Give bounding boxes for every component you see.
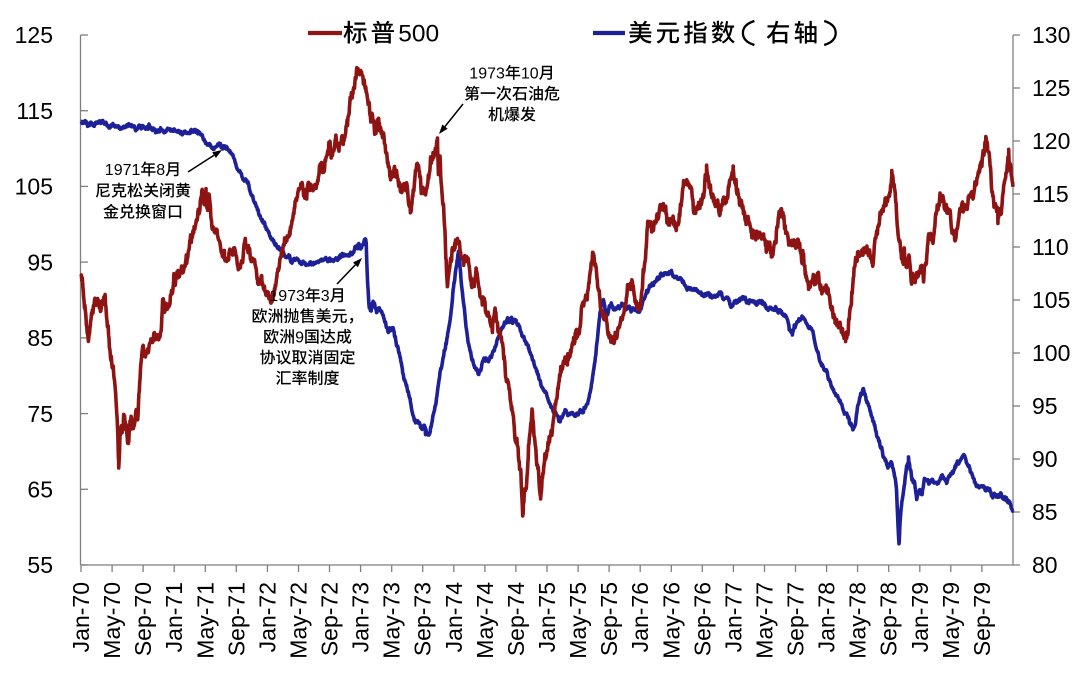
svg-text:May-79: May-79 (938, 582, 964, 659)
svg-text:115: 115 (16, 98, 53, 124)
svg-text:Sep-79: Sep-79 (969, 582, 995, 656)
svg-text:85: 85 (27, 325, 53, 351)
svg-text:95: 95 (27, 249, 53, 275)
svg-text:Jan-78: Jan-78 (814, 582, 840, 652)
svg-text:May-75: May-75 (565, 582, 591, 659)
svg-text:125: 125 (15, 22, 53, 48)
svg-text:55: 55 (27, 552, 53, 578)
svg-text:Jan-73: Jan-73 (348, 582, 374, 652)
svg-text:500: 500 (398, 21, 439, 48)
svg-text:125: 125 (1032, 75, 1070, 101)
svg-text:100: 100 (1032, 340, 1070, 366)
svg-text:65: 65 (27, 477, 53, 503)
svg-text:3: 3 (321, 288, 330, 305)
svg-text:9: 9 (295, 329, 304, 346)
svg-text:120: 120 (1032, 128, 1070, 154)
svg-text:10: 10 (521, 66, 539, 83)
svg-text:105: 105 (1032, 287, 1070, 313)
svg-text:75: 75 (27, 401, 53, 427)
svg-text:Jan-76: Jan-76 (627, 582, 653, 652)
svg-text:May-74: May-74 (472, 582, 498, 659)
svg-text:Sep-74: Sep-74 (503, 582, 529, 656)
svg-text:95: 95 (1032, 393, 1058, 419)
svg-text:Sep-73: Sep-73 (410, 582, 436, 656)
svg-text:85: 85 (1032, 499, 1058, 525)
svg-text:1973: 1973 (269, 288, 305, 305)
svg-text:May-77: May-77 (752, 582, 778, 659)
svg-text:May-71: May-71 (192, 582, 218, 659)
svg-text:Jan-71: Jan-71 (161, 582, 187, 652)
svg-text:Sep-71: Sep-71 (223, 582, 249, 656)
svg-text:1973: 1973 (469, 66, 505, 83)
svg-text:May-72: May-72 (286, 582, 312, 659)
svg-text:90: 90 (1032, 446, 1058, 472)
svg-text:May-73: May-73 (379, 582, 405, 659)
svg-text:110: 110 (1032, 234, 1069, 260)
svg-text:May-78: May-78 (845, 582, 871, 659)
svg-text:115: 115 (1032, 181, 1069, 207)
svg-text:Jan-75: Jan-75 (534, 582, 560, 652)
svg-text:May-76: May-76 (658, 582, 684, 659)
svg-text:Sep-72: Sep-72 (317, 582, 343, 656)
svg-text:Sep-75: Sep-75 (596, 582, 622, 656)
svg-text:8: 8 (156, 162, 165, 179)
svg-text:Sep-78: Sep-78 (876, 582, 902, 656)
svg-text:Jan-70: Jan-70 (68, 582, 94, 652)
svg-text:Sep-77: Sep-77 (783, 582, 809, 656)
svg-text:Jan-72: Jan-72 (254, 582, 280, 652)
svg-text:1971: 1971 (105, 162, 141, 179)
svg-text:105: 105 (15, 174, 53, 200)
svg-text:Jan-77: Jan-77 (720, 582, 746, 652)
svg-text:Jan-74: Jan-74 (441, 582, 467, 653)
svg-text:Sep-70: Sep-70 (130, 582, 156, 656)
svg-text:Jan-79: Jan-79 (907, 582, 933, 652)
svg-text:Sep-76: Sep-76 (689, 582, 715, 656)
svg-text:May-70: May-70 (99, 582, 125, 659)
svg-text:130: 130 (1032, 22, 1070, 48)
svg-text:80: 80 (1032, 552, 1058, 578)
